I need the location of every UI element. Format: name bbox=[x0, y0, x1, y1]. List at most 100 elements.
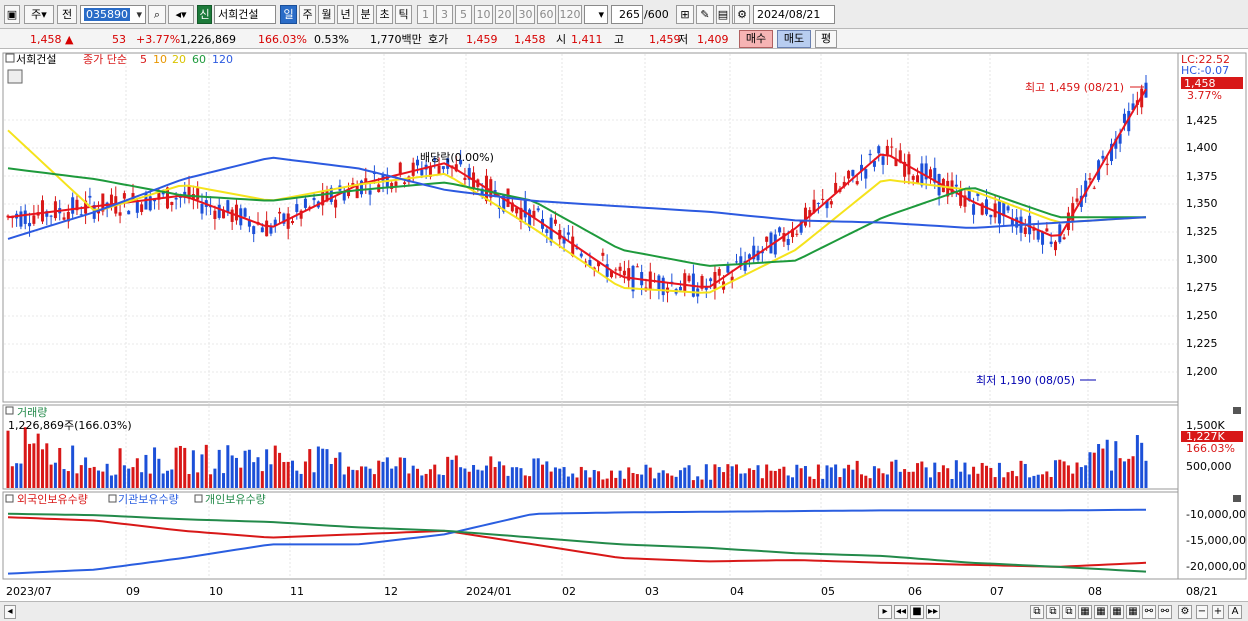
volume-bar bbox=[631, 472, 635, 488]
custom-range-select[interactable]: ▾ bbox=[584, 5, 608, 24]
drawing-icon[interactable]: ✎ bbox=[696, 5, 714, 24]
range-60[interactable]: 60 bbox=[537, 5, 556, 24]
layout-icon[interactable]: ⧉ bbox=[1046, 605, 1060, 619]
volume-bar bbox=[541, 464, 545, 488]
play-icon[interactable]: ▸ bbox=[878, 605, 892, 619]
candle-body bbox=[148, 196, 152, 211]
market-select[interactable]: 주▾ bbox=[24, 5, 54, 24]
volume-bar bbox=[825, 465, 829, 488]
volume-bar bbox=[493, 467, 497, 488]
range-5[interactable]: 5 bbox=[455, 5, 472, 24]
period-minute[interactable]: 분 bbox=[357, 5, 374, 24]
volume-bar bbox=[446, 456, 450, 488]
search-icon[interactable]: ⌕ bbox=[148, 5, 166, 24]
candle-body bbox=[174, 197, 178, 200]
volume-bar bbox=[321, 448, 325, 488]
close-icon[interactable] bbox=[1233, 407, 1241, 414]
x-label: 07 bbox=[990, 585, 1004, 598]
candle-body bbox=[1023, 227, 1027, 234]
stock-name-field[interactable]: 서희건설 bbox=[214, 5, 276, 24]
collapse-icon[interactable] bbox=[5, 53, 15, 63]
volume-bar bbox=[45, 443, 49, 488]
grid-icon[interactable]: ▦ bbox=[1078, 605, 1092, 619]
range-120[interactable]: 120 bbox=[558, 5, 582, 24]
candle-body bbox=[799, 220, 803, 233]
candle-body bbox=[135, 201, 139, 213]
chart-area[interactable]: 서희건설 종가 단순 5 10 20 60 120 최고 1,459 (08/2… bbox=[0, 50, 1248, 601]
grid-icon[interactable]: ▦ bbox=[1126, 605, 1140, 619]
period-month[interactable]: 월 bbox=[318, 5, 335, 24]
period-second[interactable]: 초 bbox=[376, 5, 393, 24]
volume-bar bbox=[605, 478, 609, 488]
speaker-icon[interactable]: ◂▾ bbox=[168, 5, 194, 24]
collapse-icon[interactable] bbox=[5, 494, 14, 503]
plus-icon[interactable]: + bbox=[1212, 605, 1224, 619]
stock-chart[interactable]: 서희건설 종가 단순 5 10 20 60 120 최고 1,459 (08/2… bbox=[0, 50, 1248, 601]
volume-bar bbox=[1032, 475, 1036, 488]
rewind-icon[interactable]: ◂◂ bbox=[894, 605, 908, 619]
volume-bar bbox=[691, 480, 695, 488]
close-icon[interactable] bbox=[1233, 495, 1241, 502]
layout-icon[interactable]: ⧉ bbox=[1030, 605, 1044, 619]
layout-icon[interactable]: ⧉ bbox=[1062, 605, 1076, 619]
range-1[interactable]: 1 bbox=[417, 5, 434, 24]
candle-body bbox=[928, 169, 932, 178]
candle-body bbox=[1002, 202, 1006, 217]
candle-body bbox=[157, 192, 161, 200]
period-year[interactable]: 년 bbox=[337, 5, 354, 24]
grid-icon[interactable]: ▦ bbox=[1094, 605, 1108, 619]
candle-body bbox=[924, 163, 928, 180]
period-week[interactable]: 주 bbox=[299, 5, 316, 24]
candle-body bbox=[1110, 143, 1114, 162]
collapse-icon[interactable] bbox=[5, 406, 14, 415]
volume-bar bbox=[648, 467, 652, 488]
gear-icon[interactable]: ⚙ bbox=[734, 5, 750, 24]
range-10[interactable]: 10 bbox=[474, 5, 493, 24]
settings-icon[interactable]: ⚙ bbox=[1178, 605, 1192, 619]
candle-body bbox=[851, 169, 855, 176]
eval-button[interactable]: 평 bbox=[815, 30, 837, 48]
candle-body bbox=[53, 201, 57, 219]
y-tick: 1,200 bbox=[1186, 365, 1218, 378]
chevron-down-icon[interactable]: ▾ bbox=[598, 8, 604, 21]
collapse-icon[interactable] bbox=[108, 494, 117, 503]
zoom-icon[interactable]: ⊞ bbox=[676, 5, 694, 24]
link-icon[interactable]: ⚯ bbox=[1142, 605, 1156, 619]
scroll-left-icon[interactable]: ◂ bbox=[4, 605, 16, 619]
volume-bar bbox=[183, 447, 187, 488]
candle-body bbox=[286, 213, 290, 229]
volume-bar bbox=[950, 479, 954, 488]
sell-button[interactable]: 매도 bbox=[777, 30, 811, 48]
grid-icon[interactable]: ▦ bbox=[1110, 605, 1124, 619]
volume-bar bbox=[1105, 439, 1109, 488]
volume-bar bbox=[566, 476, 570, 488]
fast-forward-icon[interactable]: ▸▸ bbox=[926, 605, 940, 619]
indicator-settings-icon[interactable] bbox=[7, 69, 23, 84]
window-icon[interactable]: ▣ bbox=[4, 5, 20, 24]
range-20[interactable]: 20 bbox=[495, 5, 514, 24]
period-tick[interactable]: 틱 bbox=[395, 5, 412, 24]
market-label: 주 bbox=[31, 8, 42, 21]
stop-icon[interactable]: ■ bbox=[910, 605, 924, 619]
volume-bar bbox=[295, 470, 299, 488]
period-day[interactable]: 일 bbox=[280, 5, 297, 24]
font-size-icon[interactable]: A bbox=[1228, 605, 1242, 619]
volume-bar bbox=[144, 454, 148, 488]
price-panel-title: 서희건설 bbox=[16, 53, 56, 66]
link-icon[interactable]: ⚯ bbox=[1158, 605, 1172, 619]
collapse-icon[interactable] bbox=[194, 494, 203, 503]
minus-icon[interactable]: − bbox=[1196, 605, 1208, 619]
volume-bar bbox=[28, 443, 32, 488]
order-select[interactable]: 전 bbox=[57, 5, 77, 24]
range-30[interactable]: 30 bbox=[516, 5, 535, 24]
buy-button[interactable]: 매수 bbox=[739, 30, 773, 48]
x-label: 11 bbox=[290, 585, 304, 598]
date-input[interactable]: 2024/08/21 bbox=[753, 5, 835, 24]
stock-code-input[interactable]: 035890 ▾ bbox=[80, 5, 146, 24]
chevron-down-icon[interactable]: ▾ bbox=[136, 8, 142, 21]
count-input[interactable]: 265 bbox=[611, 5, 643, 24]
save-icon[interactable]: ▤ bbox=[716, 5, 730, 24]
volume-summary: 1,226,869주(166.03%) bbox=[8, 419, 132, 432]
range-3[interactable]: 3 bbox=[436, 5, 453, 24]
volume-bar bbox=[954, 460, 958, 488]
